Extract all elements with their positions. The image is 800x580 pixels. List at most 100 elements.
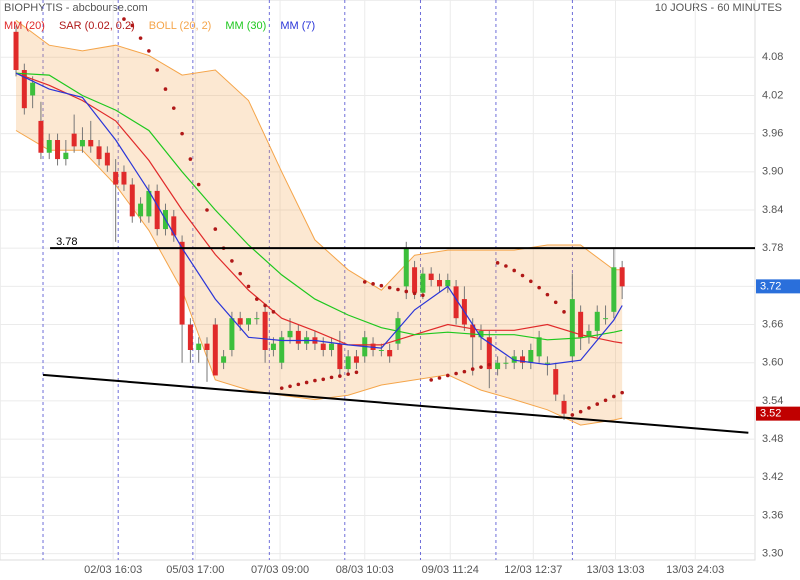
sar-dot <box>445 373 450 378</box>
x-tick-label: 09/03 11:24 <box>422 564 479 576</box>
candle-body <box>553 369 559 395</box>
sar-dot <box>171 106 176 110</box>
candle-body <box>121 171 127 185</box>
candle-body <box>63 152 69 160</box>
candle-body <box>246 318 252 325</box>
candle-body <box>586 330 592 338</box>
legend-entry: SAR (0.02, 0.2) <box>59 20 135 32</box>
candle-body <box>453 286 459 319</box>
candle-body <box>237 318 243 325</box>
price-tag <box>756 406 800 421</box>
resistance-label: 3.78 <box>56 236 77 248</box>
candle-body <box>221 356 227 363</box>
candle-body <box>353 356 359 363</box>
candle-body <box>569 299 575 357</box>
sar-dot <box>205 208 209 212</box>
sar-dot <box>603 398 608 403</box>
candle-body <box>520 356 526 363</box>
x-tick-label: 08/03 10:03 <box>336 564 394 576</box>
legend-entry: MM (7) <box>280 20 315 32</box>
sar-dot <box>462 369 467 374</box>
sar-dot <box>329 375 334 380</box>
candle-body <box>470 324 476 338</box>
boll-band-fill <box>16 20 623 426</box>
sar-dot <box>313 378 317 383</box>
candle-body <box>544 362 550 364</box>
sar-dot <box>570 413 575 417</box>
candle-body <box>279 337 285 363</box>
sar-dot <box>487 362 492 367</box>
y-tick-label: 3.66 <box>762 318 783 330</box>
candle-body <box>13 31 19 70</box>
candle-body <box>154 190 160 230</box>
candle-body <box>528 350 534 363</box>
candle-body <box>30 82 36 96</box>
candle-body <box>88 140 94 147</box>
boll-lower <box>15 130 623 426</box>
candle-body <box>536 337 542 357</box>
sar-dot <box>421 293 425 298</box>
sar-dot <box>288 384 292 389</box>
candle-body <box>146 190 152 217</box>
sar-dot <box>429 378 433 382</box>
candle-body <box>387 350 393 357</box>
sar-dot <box>437 376 442 380</box>
candle-body <box>104 152 110 166</box>
x-tick-label: 13/03 13:03 <box>586 564 644 576</box>
price-tag-label: 3.72 <box>760 280 781 292</box>
candle-body <box>229 318 235 350</box>
sar-dot <box>304 380 309 385</box>
candle-body <box>611 267 617 312</box>
candle-body <box>171 216 177 236</box>
sar-dot <box>545 292 550 297</box>
y-tick-label: 3.78 <box>762 242 783 254</box>
candle-body <box>320 343 326 350</box>
sar-dot <box>279 386 284 390</box>
sar-dot <box>163 87 168 91</box>
sar-dot <box>587 406 591 410</box>
candle-body <box>603 318 609 320</box>
candle-body <box>262 311 268 350</box>
candle-body <box>594 311 600 331</box>
sar-dot <box>529 279 533 284</box>
sar-dot <box>138 36 143 40</box>
sar-dot <box>338 374 342 378</box>
candle-body <box>196 343 202 350</box>
candle-body <box>204 343 210 350</box>
candle-body <box>445 280 451 287</box>
y-tick-label: 3.30 <box>762 548 783 560</box>
candle-body <box>138 203 144 217</box>
x-tick-label: 05/03 17:00 <box>166 564 224 576</box>
sar-dot <box>612 394 616 399</box>
candle-body <box>345 356 351 370</box>
x-tick-label: 07/03 09:00 <box>251 564 309 576</box>
sar-dot <box>620 390 624 395</box>
sar-dot <box>196 182 201 187</box>
sar-dot <box>296 382 301 387</box>
y-tick-label: 3.42 <box>762 471 783 483</box>
candle-body <box>412 267 418 293</box>
sar-dot <box>578 409 583 414</box>
sar-dot <box>130 23 135 28</box>
y-tick-label: 3.36 <box>762 509 783 521</box>
candle-body <box>420 273 426 293</box>
sar-dot <box>387 285 392 290</box>
sar-dot <box>255 297 259 301</box>
candle-body <box>38 120 44 153</box>
sar-dot <box>238 271 243 276</box>
candle-body <box>212 324 218 376</box>
candle-body <box>187 324 193 350</box>
candle-body <box>436 280 442 287</box>
moving-average <box>15 72 623 366</box>
sar-dot <box>504 264 508 268</box>
candle-body <box>129 184 135 217</box>
candle-body <box>503 362 509 364</box>
candle-body <box>270 343 276 350</box>
sar-dot <box>321 377 326 382</box>
y-tick-label: 3.60 <box>762 357 783 369</box>
candle-body <box>337 343 343 370</box>
chart-subtitle: 10 JOURS - 60 MINUTES <box>655 2 782 14</box>
candle-body <box>295 330 301 344</box>
sar-dot <box>362 280 367 284</box>
sar-dot <box>404 289 409 294</box>
